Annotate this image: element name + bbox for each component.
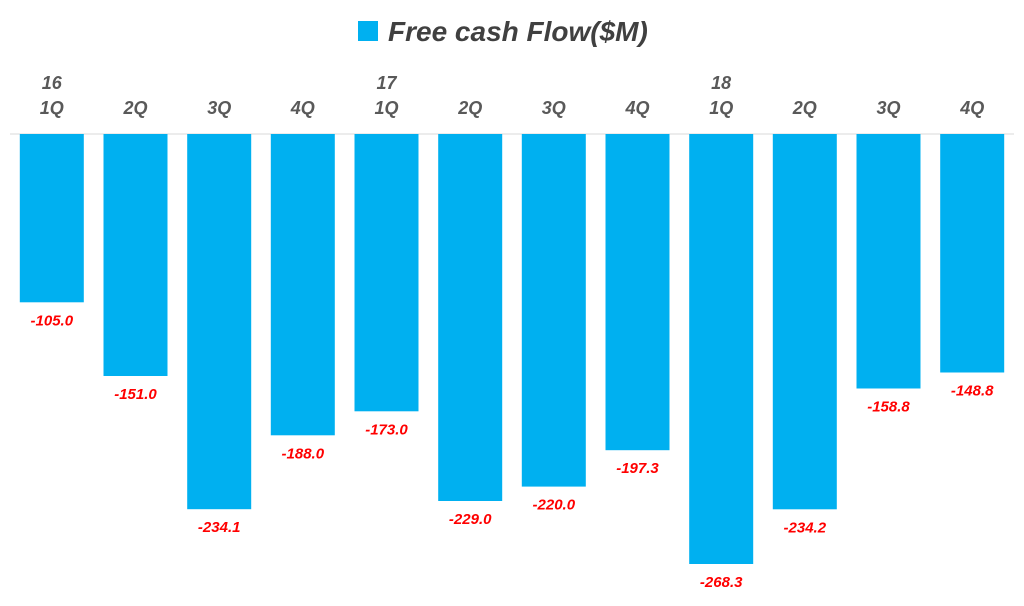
bar	[772, 134, 837, 510]
bar	[521, 134, 586, 487]
x-tick-year: 17	[376, 73, 397, 93]
bar	[354, 134, 419, 412]
x-tick-quarter: 3Q	[542, 98, 566, 118]
data-label: -234.2	[784, 519, 827, 536]
legend-swatch	[358, 21, 378, 41]
legend-label: Free cash Flow($M)	[388, 16, 648, 47]
x-tick-quarter: 2Q	[122, 98, 147, 118]
bar	[187, 134, 252, 510]
bar	[856, 134, 921, 389]
x-tick-quarter: 4Q	[624, 98, 649, 118]
bar	[19, 134, 84, 303]
bar	[605, 134, 670, 451]
x-tick-quarter: 2Q	[457, 98, 482, 118]
x-tick-quarter: 1Q	[374, 98, 398, 118]
x-tick-year: 18	[711, 73, 731, 93]
data-label: -268.3	[700, 574, 743, 591]
data-label: -188.0	[282, 445, 325, 462]
legend: Free cash Flow($M)	[358, 16, 648, 47]
x-tick-quarter: 4Q	[290, 98, 315, 118]
data-label: -151.0	[114, 386, 157, 403]
data-labels: -105.0 -151.0 -234.1 -188.0 -173.0 -229.0 -220…	[31, 312, 995, 591]
x-tick-labels: 16 1Q 2Q 3Q 4Q 17 1Q 2Q 3Q 4Q 18 1Q 2Q 3Q 4Q	[40, 73, 984, 118]
x-tick-quarter: 1Q	[40, 98, 64, 118]
bar	[270, 134, 335, 436]
x-tick-quarter: 1Q	[709, 98, 733, 118]
bar	[940, 134, 1005, 373]
bar	[103, 134, 168, 376]
data-label: -148.8	[951, 383, 994, 400]
data-label: -229.0	[449, 511, 492, 528]
x-tick-quarter: 4Q	[959, 98, 984, 118]
data-label: -158.8	[867, 399, 910, 416]
bar	[689, 134, 754, 564]
x-tick-year: 16	[42, 73, 63, 93]
data-label: -220.0	[533, 497, 576, 514]
bar	[438, 134, 503, 501]
data-label: -234.1	[198, 519, 241, 536]
data-label: -197.3	[616, 460, 659, 477]
data-label: -173.0	[365, 421, 408, 438]
x-tick-quarter: 2Q	[792, 98, 817, 118]
x-tick-quarter: 3Q	[876, 98, 900, 118]
bars	[19, 134, 1005, 564]
data-label: -105.0	[31, 312, 74, 329]
x-tick-quarter: 3Q	[207, 98, 231, 118]
